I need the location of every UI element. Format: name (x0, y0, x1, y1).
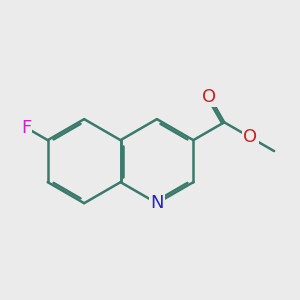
Text: F: F (21, 118, 31, 136)
Text: O: O (202, 88, 217, 106)
Text: O: O (243, 128, 257, 146)
Text: N: N (150, 194, 164, 212)
